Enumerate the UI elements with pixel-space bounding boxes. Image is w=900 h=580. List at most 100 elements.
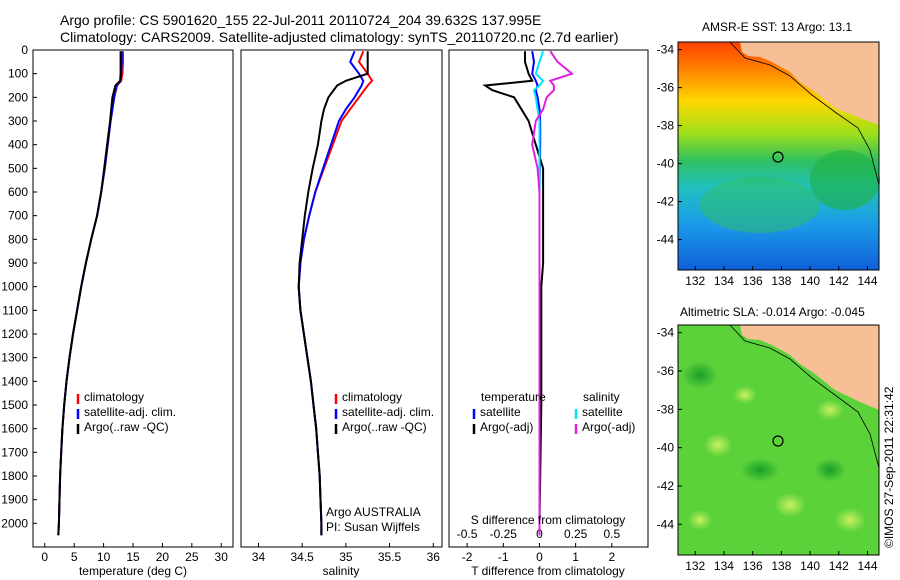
x-tick-label: 10	[97, 550, 111, 564]
legend-title-salinity: salinity	[583, 390, 620, 404]
depth-tick-label: 100	[8, 67, 28, 81]
legend-label: climatology	[342, 390, 402, 404]
series-line-satellite-adj-clim-	[57, 51, 123, 536]
depth-tick-label: 1400	[1, 374, 28, 388]
sst-land	[740, 42, 879, 125]
legend-label: Argo(..raw -QC)	[342, 420, 427, 434]
depth-tick-label: 1500	[1, 398, 28, 412]
difference-profile-lines	[482, 50, 575, 536]
legend-label: Argo(-adj)	[582, 420, 635, 434]
depth-tick-label: 2000	[1, 516, 28, 530]
series-line-climatology	[297, 50, 374, 536]
depth-tick-label: 1200	[1, 327, 28, 341]
x-tick-label: 0	[41, 550, 48, 564]
lat-tick-label: -44	[657, 233, 675, 247]
x-tick-label: 20	[156, 550, 170, 564]
x-tick-label: 1	[572, 550, 579, 564]
x-tick-label: 2	[608, 550, 615, 564]
lat-tick-label: -36	[657, 364, 675, 378]
series-line-argo-raw-qc-	[297, 51, 369, 536]
s-diff-tick-label: -0.5	[457, 527, 478, 541]
legend-label: satellite	[480, 405, 521, 419]
lon-tick-label: 134	[714, 274, 734, 288]
lat-tick-label: -34	[657, 43, 675, 57]
lat-tick-label: -42	[657, 479, 675, 493]
x-tick-label: 34.5	[290, 550, 314, 564]
legend-label: satellite-adj. clim.	[84, 405, 176, 419]
legend-label: Argo(..raw -QC)	[84, 420, 169, 434]
depth-tick-label: 1600	[1, 422, 28, 436]
depth-tick-label: 500	[8, 161, 28, 175]
pi-label: PI: Susan Wijffels	[326, 520, 420, 534]
depth-tick-label: 1300	[1, 351, 28, 365]
legend-label: Argo(-adj)	[480, 420, 533, 434]
temperature-profile-lines	[57, 51, 124, 536]
lon-tick-label: 132	[685, 274, 705, 288]
sla-latitude-ticks: -34 -36 -38 -40 -42 -44	[657, 326, 682, 531]
legend-title-temperature: temperature	[481, 390, 546, 404]
lon-tick-label: 144	[857, 274, 877, 288]
lat-tick-label: -34	[657, 326, 675, 340]
x-tick-label: 15	[126, 550, 140, 564]
climatology-title: Climatology: CARS2009. Satellite-adjuste…	[60, 29, 619, 45]
lon-tick-label: 138	[771, 274, 791, 288]
depth-tick-label: 1900	[1, 493, 28, 507]
profile-title: Argo profile: CS 5901620_155 22-Jul-2011…	[60, 12, 542, 28]
x-tick-label: 5	[71, 550, 78, 564]
x-tick-label: 30	[215, 550, 229, 564]
legend-label: climatology	[84, 390, 144, 404]
depth-tick-label: 700	[8, 209, 28, 223]
salinity-axis-label: salinity	[323, 564, 360, 578]
difference-axes-box	[448, 49, 649, 548]
sla-longitude-ticks: 132 134 136 138 140 142 144	[685, 551, 878, 573]
series-line-argo-adj-	[531, 50, 575, 536]
s-diff-tick-label: 0.25	[564, 527, 588, 541]
argo-program-label: Argo AUSTRALIA	[326, 505, 421, 519]
series-line-climatology	[57, 51, 124, 536]
x-tick-label: -2	[462, 550, 473, 564]
lon-tick-label: 140	[800, 559, 820, 573]
salinity-profile-lines	[297, 50, 374, 536]
sst-longitude-ticks: 132 134 136 138 140 142 144	[685, 266, 878, 288]
lon-tick-label: 144	[857, 559, 877, 573]
depth-tick-label: 800	[8, 232, 28, 246]
lat-tick-label: -36	[657, 81, 675, 95]
sst-map-title: AMSR-E SST: 13 Argo: 13.1	[702, 20, 853, 34]
series-line-satellite-adj-clim-	[297, 50, 365, 536]
temperature-axis-label: temperature (deg C)	[79, 564, 187, 578]
difference-panel: -2 -1 0 1 2 -0.5 -0.25 0 0.25 0.5 T difference f…	[448, 49, 649, 578]
lon-tick-label: 142	[829, 559, 849, 573]
depth-tick-label: 1800	[1, 469, 28, 483]
depth-tick-label: 0	[21, 43, 28, 57]
sst-map: -34 -36 -38 -40 -42 -44 132 134 136 138 140 142 144	[657, 41, 880, 288]
lon-tick-label: 134	[714, 559, 734, 573]
x-tick-label: -1	[498, 550, 509, 564]
x-tick-label: 0	[536, 550, 543, 564]
depth-tick-label: 900	[8, 256, 28, 270]
lon-tick-label: 132	[685, 559, 705, 573]
salinity-panel: 34 34.5 35 35.5 36 salinity climatologysatel…	[240, 49, 443, 578]
temperature-tick-labels: 0 5 10 15 20 25 30	[41, 543, 228, 564]
depth-tick-label: 1700	[1, 445, 28, 459]
x-tick-label: 34	[252, 550, 266, 564]
depth-tick-labels: 0 100 200 300 400 500 600 700 800 900 1000 1100 1200…	[1, 43, 37, 530]
difference-legend: temperature salinitysatelliteArgo(-adj)sa…	[472, 390, 635, 434]
depth-tick-label: 300	[8, 114, 28, 128]
lon-tick-label: 142	[829, 274, 849, 288]
legend-label: satellite-adj. clim.	[342, 405, 434, 419]
s-diff-tick-label: 0.5	[603, 527, 620, 541]
lat-tick-label: -38	[657, 402, 675, 416]
lon-tick-label: 136	[743, 274, 763, 288]
temperature-axes-box	[32, 49, 234, 548]
lat-tick-label: -44	[657, 517, 675, 531]
depth-tick-label: 1000	[1, 280, 28, 294]
s-difference-axis-label: S difference from climatology	[471, 513, 626, 527]
lat-tick-label: -38	[657, 119, 675, 133]
imos-credit: ©IMOS 27-Sep-2011 22:31:42	[882, 386, 896, 548]
x-tick-label: 35.5	[378, 550, 402, 564]
salinity-axes-box	[240, 49, 443, 548]
sst-latitude-ticks: -34 -36 -38 -40 -42 -44	[657, 43, 682, 247]
